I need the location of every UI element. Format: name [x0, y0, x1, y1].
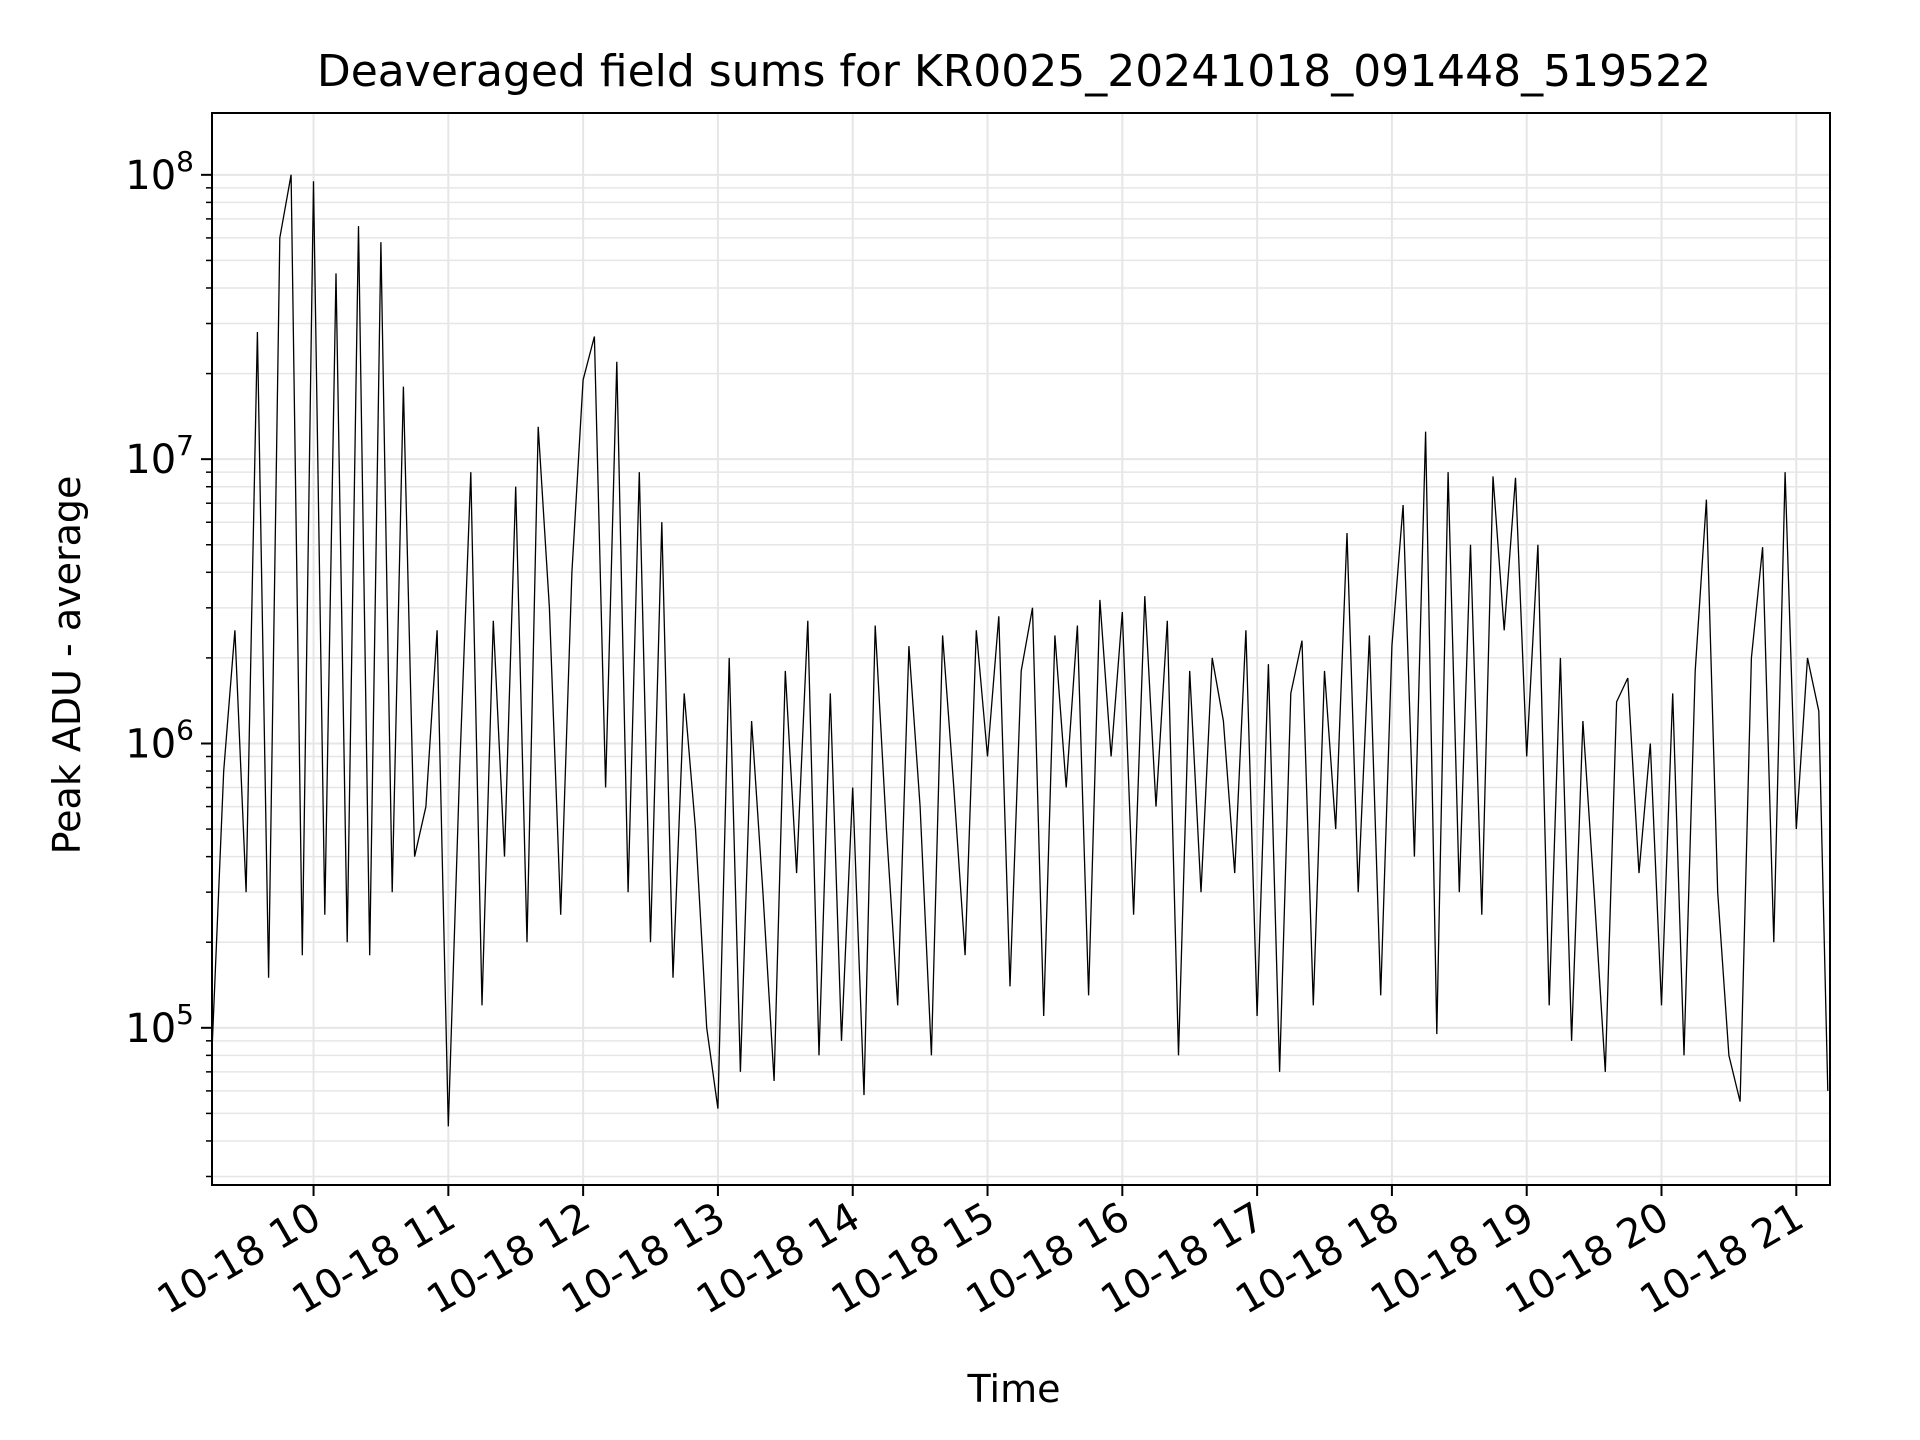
y-axis: 105 106 107 108	[125, 145, 212, 1178]
plot-area	[211, 174, 1829, 1127]
y-tick-label: 108	[125, 145, 194, 199]
x-axis-label: Time	[967, 1367, 1061, 1411]
axes-frame	[211, 112, 1831, 1186]
y-tick-label: 105	[125, 998, 194, 1052]
y-axis-label: Peak ADU - average	[45, 476, 89, 855]
y-tick-label: 106	[125, 713, 194, 767]
y-tick-label: 107	[125, 429, 194, 483]
grid	[212, 113, 1830, 1185]
chart-title: Deaveraged field sums for KR0025_2024101…	[317, 46, 1711, 97]
series-line	[211, 174, 1829, 1127]
